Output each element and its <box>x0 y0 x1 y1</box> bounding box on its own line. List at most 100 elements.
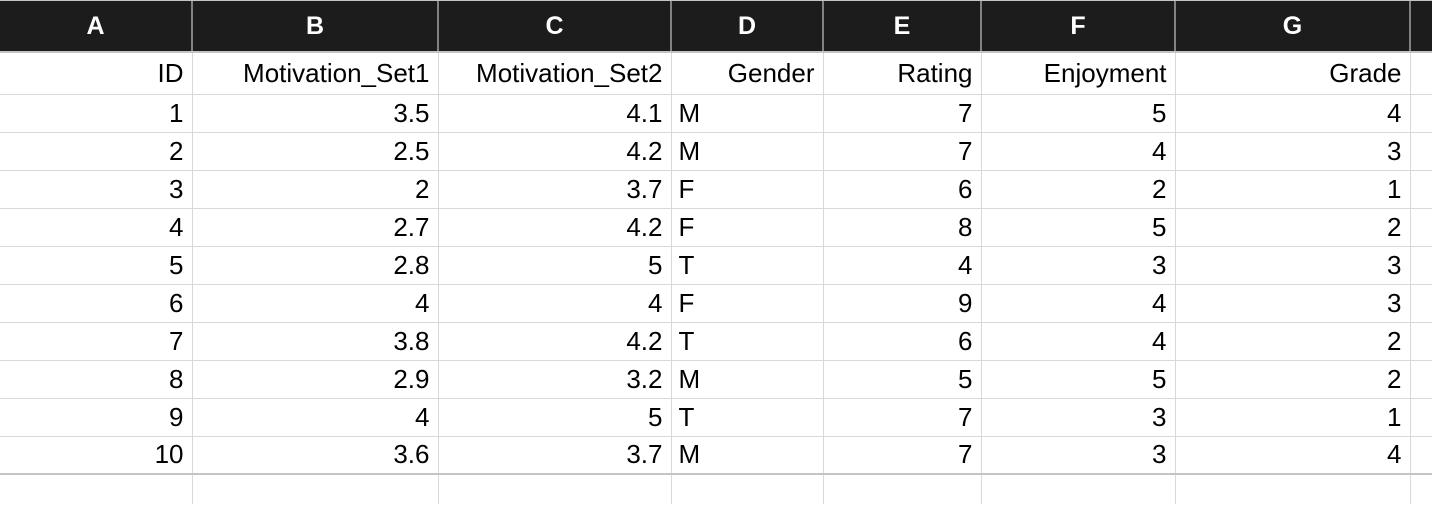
data-cell-C3[interactable]: 4.2 <box>438 132 672 171</box>
data-cell-G4[interactable]: 1 <box>1175 170 1411 209</box>
data-cell-C6[interactable]: 5 <box>438 246 672 285</box>
column-header-E[interactable]: E <box>823 1 982 53</box>
data-cell-F3[interactable]: 4 <box>981 132 1176 171</box>
data-cell-A7[interactable]: 6 <box>0 284 193 323</box>
data-cell-F6[interactable]: 3 <box>981 246 1176 285</box>
data-cell-E3[interactable]: 7 <box>823 132 982 171</box>
data-cell-B10[interactable]: 4 <box>192 398 439 437</box>
data-cell-C5[interactable]: 4.2 <box>438 208 672 247</box>
empty-cell[interactable] <box>1410 94 1432 133</box>
data-cell-C11[interactable]: 3.7 <box>438 436 672 475</box>
data-cell-D2[interactable]: M <box>671 94 824 133</box>
column-header-D[interactable]: D <box>671 1 824 53</box>
field-name-cell-id[interactable]: ID <box>0 52 193 95</box>
column-header-F[interactable]: F <box>981 1 1176 53</box>
data-cell-C10[interactable]: 5 <box>438 398 672 437</box>
field-name-cell-grade[interactable]: Grade <box>1175 52 1411 95</box>
data-cell-F8[interactable]: 4 <box>981 322 1176 361</box>
column-header-A[interactable]: A <box>0 1 193 53</box>
data-cell-D6[interactable]: T <box>671 246 824 285</box>
data-cell-G8[interactable]: 2 <box>1175 322 1411 361</box>
data-cell-F10[interactable]: 3 <box>981 398 1176 437</box>
data-cell-G11[interactable]: 4 <box>1175 436 1411 475</box>
data-cell-D3[interactable]: M <box>671 132 824 171</box>
field-name-cell-enjoyment[interactable]: Enjoyment <box>981 52 1176 95</box>
data-cell-A5[interactable]: 4 <box>0 208 193 247</box>
empty-cell[interactable] <box>1410 474 1432 504</box>
data-cell-A11[interactable]: 10 <box>0 436 193 475</box>
data-cell-E8[interactable]: 6 <box>823 322 982 361</box>
empty-cell[interactable] <box>1175 474 1411 504</box>
data-cell-B4[interactable]: 2 <box>192 170 439 209</box>
data-cell-D10[interactable]: T <box>671 398 824 437</box>
data-cell-B5[interactable]: 2.7 <box>192 208 439 247</box>
data-cell-F9[interactable]: 5 <box>981 360 1176 399</box>
empty-cell[interactable] <box>981 474 1176 504</box>
empty-cell[interactable] <box>438 474 672 504</box>
data-cell-B11[interactable]: 3.6 <box>192 436 439 475</box>
data-cell-G3[interactable]: 3 <box>1175 132 1411 171</box>
data-cell-C7[interactable]: 4 <box>438 284 672 323</box>
data-cell-F2[interactable]: 5 <box>981 94 1176 133</box>
empty-cell[interactable] <box>1410 436 1432 475</box>
data-cell-E6[interactable]: 4 <box>823 246 982 285</box>
data-cell-C8[interactable]: 4.2 <box>438 322 672 361</box>
data-cell-F7[interactable]: 4 <box>981 284 1176 323</box>
empty-cell[interactable] <box>1410 322 1432 361</box>
data-cell-B3[interactable]: 2.5 <box>192 132 439 171</box>
column-header-G[interactable]: G <box>1175 1 1411 53</box>
data-cell-D11[interactable]: M <box>671 436 824 475</box>
data-cell-E5[interactable]: 8 <box>823 208 982 247</box>
empty-cell[interactable] <box>1410 52 1432 95</box>
empty-cell[interactable] <box>1410 170 1432 209</box>
empty-cell[interactable] <box>1410 246 1432 285</box>
field-name-cell-motivation_set1[interactable]: Motivation_Set1 <box>192 52 439 95</box>
empty-cell[interactable] <box>1410 284 1432 323</box>
data-cell-G5[interactable]: 2 <box>1175 208 1411 247</box>
data-cell-G9[interactable]: 2 <box>1175 360 1411 399</box>
data-cell-D5[interactable]: F <box>671 208 824 247</box>
field-name-cell-gender[interactable]: Gender <box>671 52 824 95</box>
field-name-cell-motivation_set2[interactable]: Motivation_Set2 <box>438 52 672 95</box>
data-cell-E4[interactable]: 6 <box>823 170 982 209</box>
empty-cell[interactable] <box>1410 398 1432 437</box>
data-cell-B9[interactable]: 2.9 <box>192 360 439 399</box>
data-cell-G10[interactable]: 1 <box>1175 398 1411 437</box>
data-cell-B7[interactable]: 4 <box>192 284 439 323</box>
data-cell-G7[interactable]: 3 <box>1175 284 1411 323</box>
data-cell-D8[interactable]: T <box>671 322 824 361</box>
data-cell-E7[interactable]: 9 <box>823 284 982 323</box>
data-cell-A10[interactable]: 9 <box>0 398 193 437</box>
empty-cell[interactable] <box>823 474 982 504</box>
data-cell-C9[interactable]: 3.2 <box>438 360 672 399</box>
data-cell-B8[interactable]: 3.8 <box>192 322 439 361</box>
field-name-cell-rating[interactable]: Rating <box>823 52 982 95</box>
data-cell-D9[interactable]: M <box>671 360 824 399</box>
data-cell-G6[interactable]: 3 <box>1175 246 1411 285</box>
data-cell-G2[interactable]: 4 <box>1175 94 1411 133</box>
data-cell-A4[interactable]: 3 <box>0 170 193 209</box>
data-cell-C2[interactable]: 4.1 <box>438 94 672 133</box>
column-header-C[interactable]: C <box>438 1 672 53</box>
data-cell-D4[interactable]: F <box>671 170 824 209</box>
empty-cell[interactable] <box>1410 208 1432 247</box>
empty-cell[interactable] <box>0 474 193 504</box>
data-cell-C4[interactable]: 3.7 <box>438 170 672 209</box>
data-cell-A3[interactable]: 2 <box>0 132 193 171</box>
column-header-B[interactable]: B <box>192 1 439 53</box>
data-cell-A9[interactable]: 8 <box>0 360 193 399</box>
data-cell-B2[interactable]: 3.5 <box>192 94 439 133</box>
data-cell-A2[interactable]: 1 <box>0 94 193 133</box>
data-cell-E11[interactable]: 7 <box>823 436 982 475</box>
data-cell-E9[interactable]: 5 <box>823 360 982 399</box>
data-cell-B6[interactable]: 2.8 <box>192 246 439 285</box>
column-header-sliver[interactable] <box>1410 1 1432 53</box>
data-cell-F4[interactable]: 2 <box>981 170 1176 209</box>
empty-cell[interactable] <box>1410 132 1432 171</box>
data-cell-D7[interactable]: F <box>671 284 824 323</box>
empty-cell[interactable] <box>192 474 439 504</box>
data-cell-F5[interactable]: 5 <box>981 208 1176 247</box>
empty-cell[interactable] <box>1410 360 1432 399</box>
data-cell-E10[interactable]: 7 <box>823 398 982 437</box>
data-cell-E2[interactable]: 7 <box>823 94 982 133</box>
